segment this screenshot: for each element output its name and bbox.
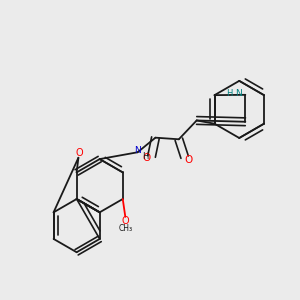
Text: H: H (226, 89, 233, 98)
Text: O: O (142, 153, 151, 164)
Text: H: H (142, 152, 149, 161)
Text: N: N (235, 89, 242, 98)
Text: N: N (134, 146, 141, 155)
Text: O: O (122, 216, 130, 226)
Text: O: O (75, 148, 83, 158)
Text: O: O (184, 155, 193, 165)
Text: CH₃: CH₃ (118, 224, 133, 233)
